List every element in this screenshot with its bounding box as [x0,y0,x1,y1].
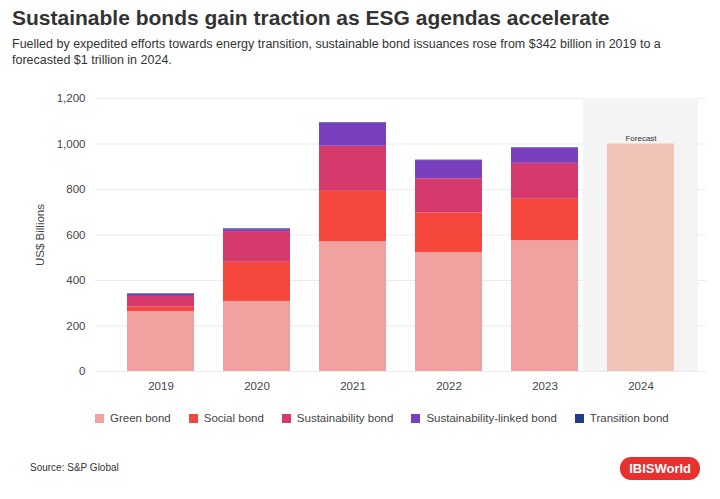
svg-text:2023: 2023 [532,380,558,392]
html-text:Sustainability bond: Sustainability bond [296,412,394,424]
svg-text:600: 600 [66,229,85,241]
html-text:Social bond: Social bond [203,412,264,424]
svg-text:2024: 2024 [628,380,654,392]
html-text:Fuelled by expedited efforts t: Fuelled by expedited efforts towards ene… [12,37,661,67]
html-text:Transition bond: Transition bond [589,412,669,424]
html-text:Green bond: Green bond [110,412,171,424]
svg-text:2021: 2021 [340,380,366,392]
svg-text:1,000: 1,000 [57,138,86,150]
html-text:Sustainability-linked bond: Sustainability-linked bond [426,412,557,424]
svg-text:1,200: 1,200 [57,92,86,104]
svg-text:2022: 2022 [436,380,462,392]
html-text:Sustainable bonds gain tractio: Sustainable bonds gain traction as ESG a… [12,6,610,29]
svg-text:0: 0 [79,365,85,377]
html-text:IBISWorld: IBISWorld [629,461,691,476]
svg-text:200: 200 [66,320,85,332]
svg-text:400: 400 [66,274,85,286]
svg-text:2019: 2019 [148,380,174,392]
svg-text:Forecast: Forecast [625,134,657,143]
svg-text:2020: 2020 [244,380,270,392]
svg-text:US$ Billions: US$ Billions [34,204,46,266]
html-text:Source: S&P Global: Source: S&P Global [30,462,119,473]
svg-text:800: 800 [66,183,85,195]
